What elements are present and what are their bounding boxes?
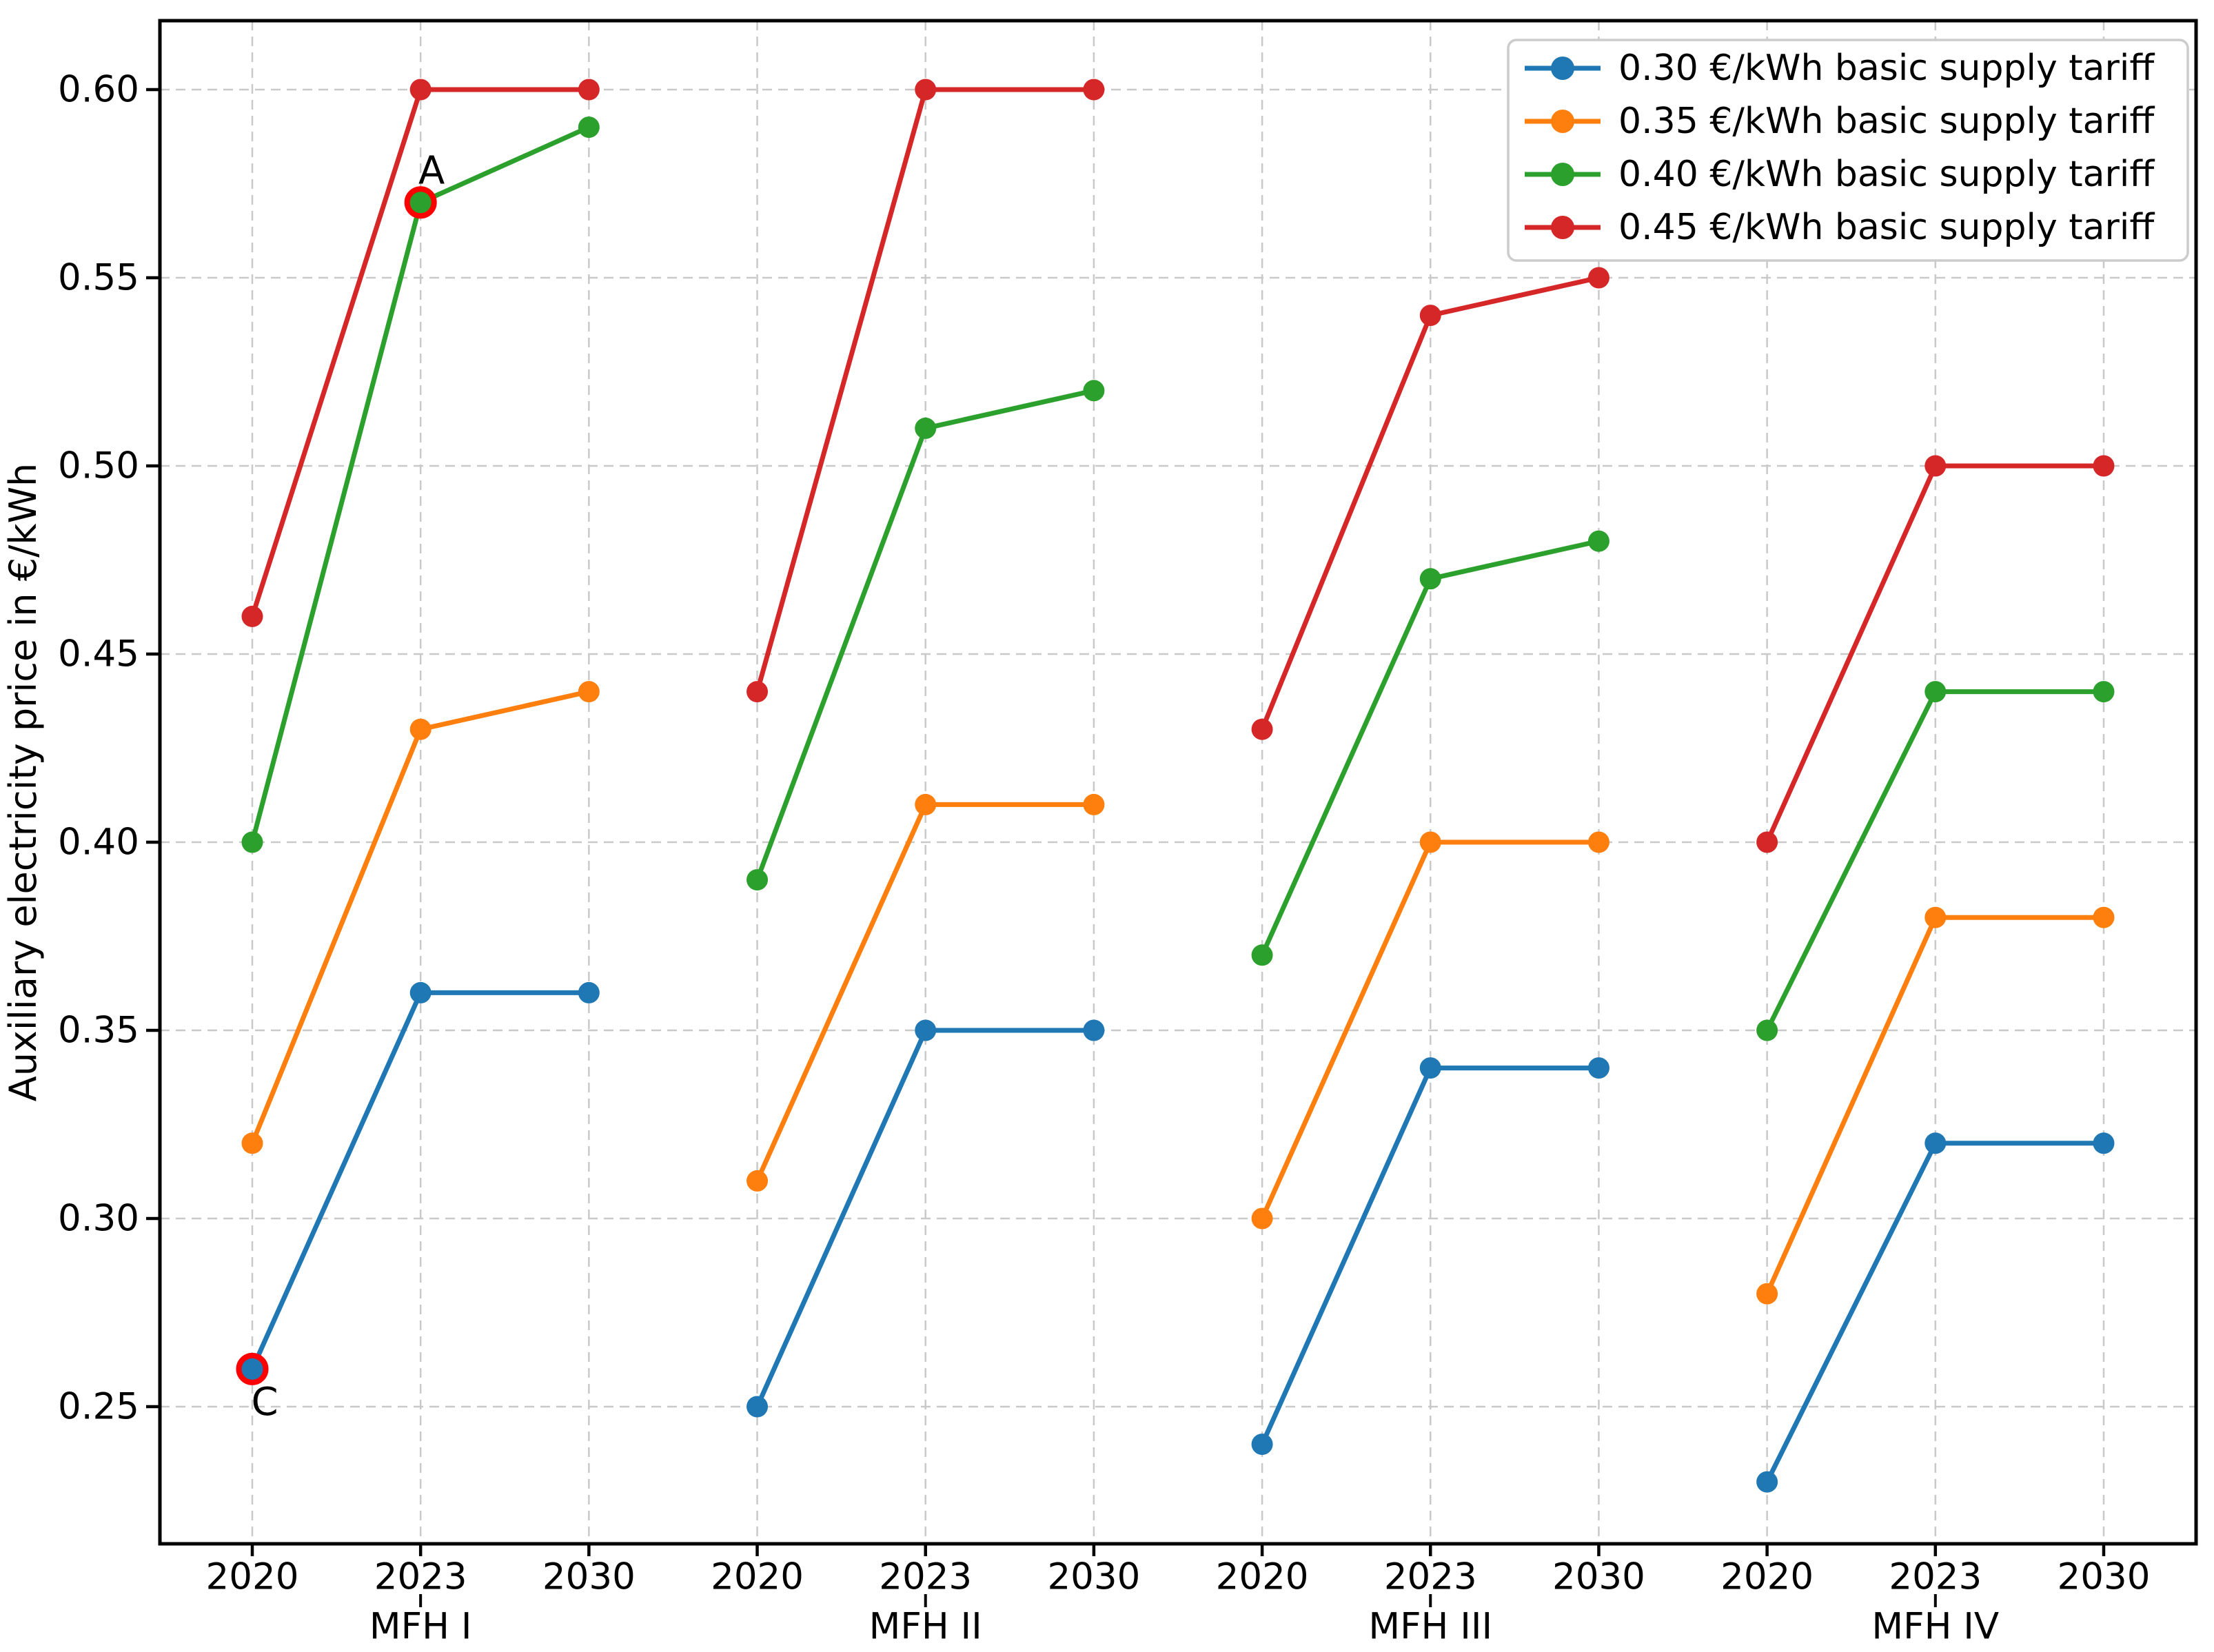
- legend-swatch-marker: [1551, 110, 1574, 133]
- data-point: [1419, 568, 1441, 590]
- legend-entry-label: 0.45 €/kWh basic supply tariff: [1618, 207, 2155, 248]
- x-tick-label: 2030: [1047, 1556, 1140, 1598]
- annotation-ring: [404, 186, 437, 219]
- y-tick-label: 0.45: [58, 633, 139, 675]
- data-point: [1587, 530, 1609, 552]
- data-point: [2093, 906, 2115, 928]
- x-tick-label: 2030: [1552, 1556, 1645, 1598]
- x-tick-label: 2023: [374, 1556, 467, 1598]
- data-point: [1419, 1057, 1441, 1079]
- data-point: [1587, 1057, 1609, 1079]
- series-0_40: [241, 116, 2115, 1041]
- data-point: [409, 718, 431, 740]
- data-point: [1756, 1019, 1778, 1041]
- annotation-label: A: [418, 148, 445, 193]
- data-point: [1924, 1132, 1947, 1154]
- y-tick-label: 0.30: [58, 1198, 139, 1240]
- data-point: [1083, 1019, 1105, 1041]
- data-point: [747, 1396, 769, 1418]
- plot-frame: [158, 19, 2198, 1546]
- data-point: [1924, 455, 1947, 477]
- legend: 0.30 €/kWh basic supply tariff 0.35 €/kWh…: [1507, 39, 2189, 262]
- y-tick-label: 0.35: [58, 1010, 139, 1052]
- data-series: [241, 79, 2115, 1493]
- group-label: MFH II: [869, 1606, 982, 1648]
- annotation-ring: [236, 1352, 269, 1385]
- data-point: [409, 79, 431, 101]
- y-tick-label: 0.40: [58, 822, 139, 864]
- data-point: [1251, 944, 1273, 966]
- data-point: [578, 681, 600, 703]
- data-point: [915, 1019, 937, 1041]
- series-0_30: [241, 981, 2115, 1493]
- data-point: [578, 981, 600, 1003]
- y-tick-label: 0.55: [58, 257, 139, 299]
- data-point: [1587, 267, 1609, 289]
- data-point: [1587, 831, 1609, 853]
- annotation-label: C: [251, 1380, 278, 1425]
- x-tick-label: 2020: [1216, 1556, 1309, 1598]
- group-label: MFH IV: [1871, 1606, 1999, 1648]
- legend-box: [1507, 39, 2189, 262]
- y-axis-title: Auxiliary electricity price in €/kWh: [1, 463, 45, 1101]
- data-point: [915, 793, 937, 815]
- x-tick-label: 2030: [542, 1556, 636, 1598]
- y-tick-label: 0.60: [58, 69, 139, 111]
- data-point: [1419, 831, 1441, 853]
- data-point: [241, 831, 263, 853]
- data-point: [578, 79, 600, 101]
- data-point: [915, 79, 937, 101]
- data-point: [578, 116, 600, 139]
- group-label: MFH III: [1368, 1606, 1492, 1648]
- series-0_35: [241, 681, 2115, 1305]
- data-point: [2093, 681, 2115, 703]
- x-tick-label: 2023: [879, 1556, 972, 1598]
- data-point: [1419, 305, 1441, 327]
- legend-entry-label: 0.30 €/kWh basic supply tariff: [1618, 48, 2155, 89]
- legend-swatch-marker: [1551, 57, 1574, 80]
- legend-entry-label: 0.40 €/kWh basic supply tariff: [1618, 154, 2155, 195]
- data-point: [1924, 906, 1947, 928]
- data-point: [1083, 793, 1105, 815]
- axis-ticks-and-labels: 0.25 0.30 0.35 0.40 0.45 0.50 0.55 0.60 2020 2023…: [58, 69, 2150, 1648]
- x-tick-label: 2020: [711, 1556, 804, 1598]
- data-point: [1083, 79, 1105, 101]
- data-point: [1924, 681, 1947, 703]
- x-tick-label: 2023: [1889, 1556, 1982, 1598]
- x-tick-label: 2020: [206, 1556, 299, 1598]
- data-point: [1083, 380, 1105, 402]
- x-tick-label: 2023: [1384, 1556, 1477, 1598]
- data-point: [2093, 1132, 2115, 1154]
- data-point: [1251, 1434, 1273, 1456]
- data-point: [409, 981, 431, 1003]
- data-point: [241, 605, 263, 627]
- data-point: [915, 417, 937, 439]
- plot-border: [158, 19, 2198, 1546]
- data-point: [747, 681, 769, 703]
- data-point: [1251, 1207, 1273, 1230]
- legend-swatch-marker: [1551, 216, 1574, 239]
- data-point: [2093, 455, 2115, 477]
- data-point: [241, 1358, 263, 1380]
- legend-swatch-marker: [1551, 163, 1574, 186]
- data-point: [1756, 1283, 1778, 1305]
- legend-entry-label: 0.35 €/kWh basic supply tariff: [1618, 101, 2155, 142]
- annotations: AC: [236, 148, 445, 1425]
- data-point: [747, 1170, 769, 1192]
- data-point: [1756, 1471, 1778, 1493]
- gridlines: [160, 21, 2196, 1544]
- data-point: [1756, 831, 1778, 853]
- y-tick-label: 0.50: [58, 445, 139, 487]
- data-point: [747, 869, 769, 891]
- data-point: [409, 192, 431, 214]
- y-tick-label: 0.25: [58, 1386, 139, 1428]
- group-label: MFH I: [369, 1606, 472, 1648]
- series-0_45: [241, 79, 2115, 853]
- data-point: [241, 1132, 263, 1154]
- x-tick-label: 2020: [1720, 1556, 1814, 1598]
- x-tick-label: 2030: [2058, 1556, 2151, 1598]
- data-point: [1251, 718, 1273, 740]
